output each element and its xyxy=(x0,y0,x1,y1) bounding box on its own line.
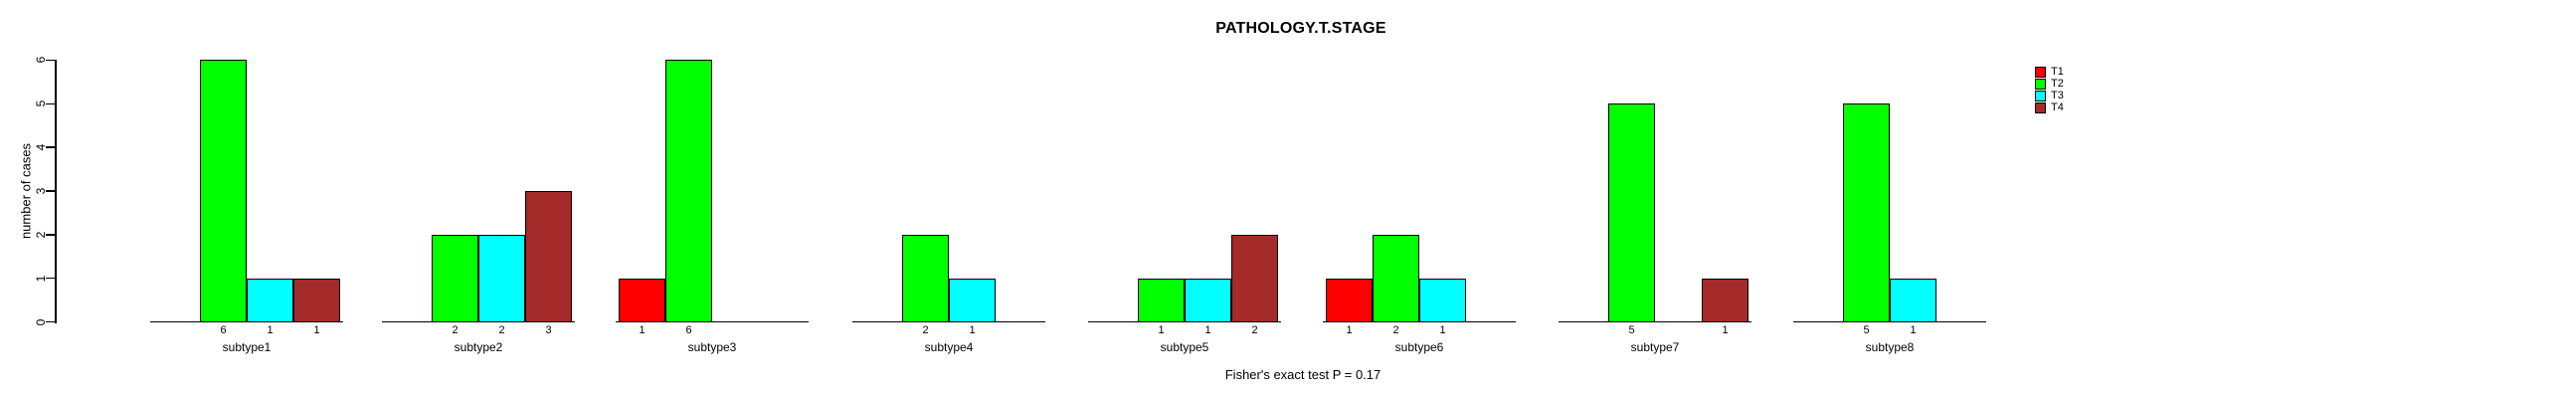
x-axis-segment xyxy=(1559,320,1751,323)
bar-t2-subtype4 xyxy=(902,234,949,323)
bar-t4-subtype1 xyxy=(293,278,340,323)
y-tick-label: 4 xyxy=(34,143,48,151)
chart-title: PATHOLOGY.T.STAGE xyxy=(1215,20,1386,37)
category-label-subtype1: subtype1 xyxy=(222,340,272,354)
y-tick-label: 6 xyxy=(34,57,48,64)
y-tick xyxy=(46,234,55,236)
bar-t3-subtype1 xyxy=(247,278,293,323)
bar-t2-subtype8 xyxy=(1843,103,1890,323)
bar-value-label: 1 xyxy=(1722,324,1729,336)
y-tick-label: 0 xyxy=(34,318,48,325)
legend-swatch-t3 xyxy=(2035,91,2046,101)
bar-t2-subtype6 xyxy=(1373,234,1419,323)
category-label-subtype7: subtype7 xyxy=(1630,340,1680,354)
y-tick-label: 1 xyxy=(34,275,48,282)
bar-value-label: 6 xyxy=(220,324,227,336)
bar-t3-subtype8 xyxy=(1890,278,1936,323)
bar-value-label: 1 xyxy=(267,324,274,336)
y-tick xyxy=(46,102,55,104)
bar-t3-subtype2 xyxy=(478,234,525,323)
legend-label-t3: T3 xyxy=(2051,90,2064,101)
y-tick xyxy=(46,320,55,323)
legend-swatch-t4 xyxy=(2035,102,2046,113)
bar-value-label: 5 xyxy=(1628,324,1635,336)
bar-value-label: 1 xyxy=(1204,324,1211,336)
bar-value-label: 5 xyxy=(1863,324,1870,336)
bar-value-label: 1 xyxy=(1346,324,1353,336)
legend-label-t4: T4 xyxy=(2051,101,2064,113)
legend-swatch-t2 xyxy=(2035,79,2046,90)
bar-t2-subtype7 xyxy=(1608,103,1655,323)
y-axis-label: number of cases xyxy=(18,142,34,240)
bar-value-label: 1 xyxy=(1910,324,1917,336)
bar-value-label: 2 xyxy=(1392,324,1399,336)
y-tick-label: 3 xyxy=(34,187,48,195)
category-label-subtype2: subtype2 xyxy=(454,340,503,354)
bar-t3-subtype4 xyxy=(949,278,996,323)
y-tick xyxy=(46,190,55,192)
bar-t2-subtype2 xyxy=(432,234,478,323)
category-label-subtype3: subtype3 xyxy=(687,340,737,354)
legend-label-t2: T2 xyxy=(2051,78,2064,90)
x-axis-segment xyxy=(616,320,809,323)
bar-value-label: 1 xyxy=(969,324,976,336)
y-tick xyxy=(46,277,55,280)
bar-value-label: 1 xyxy=(313,324,320,336)
category-label-subtype8: subtype8 xyxy=(1865,340,1915,354)
bar-t1-subtype6 xyxy=(1326,278,1373,323)
bar-value-label: 3 xyxy=(545,324,552,336)
y-tick-label: 5 xyxy=(34,100,48,107)
bar-t4-subtype2 xyxy=(525,190,572,323)
category-label-subtype6: subtype6 xyxy=(1394,340,1444,354)
bar-t3-subtype6 xyxy=(1419,278,1466,323)
y-tick-label: 2 xyxy=(34,231,48,239)
bar-value-label: 1 xyxy=(1439,324,1446,336)
bar-t4-subtype5 xyxy=(1231,234,1278,323)
bar-value-label: 2 xyxy=(1251,324,1258,336)
legend-swatch-t1 xyxy=(2035,67,2046,78)
bar-value-label: 1 xyxy=(639,324,645,336)
category-label-subtype5: subtype5 xyxy=(1160,340,1209,354)
bar-t3-subtype5 xyxy=(1185,278,1231,323)
bar-t2-subtype5 xyxy=(1138,278,1185,323)
y-axis-line xyxy=(55,60,57,323)
y-tick xyxy=(46,146,55,148)
category-label-subtype4: subtype4 xyxy=(924,340,974,354)
y-tick xyxy=(46,59,55,62)
footnote-text: Fisher's exact test P = 0.17 xyxy=(1224,367,1381,382)
bar-value-label: 6 xyxy=(685,324,692,336)
bar-value-label: 2 xyxy=(498,324,505,336)
bar-value-label: 2 xyxy=(452,324,459,336)
legend-label-t1: T1 xyxy=(2051,66,2064,78)
bar-value-label: 1 xyxy=(1158,324,1165,336)
bar-t4-subtype7 xyxy=(1702,278,1748,323)
bar-t2-subtype3 xyxy=(665,60,712,323)
bar-t1-subtype3 xyxy=(619,278,665,323)
bar-t2-subtype1 xyxy=(200,60,247,323)
bar-value-label: 2 xyxy=(922,324,929,336)
